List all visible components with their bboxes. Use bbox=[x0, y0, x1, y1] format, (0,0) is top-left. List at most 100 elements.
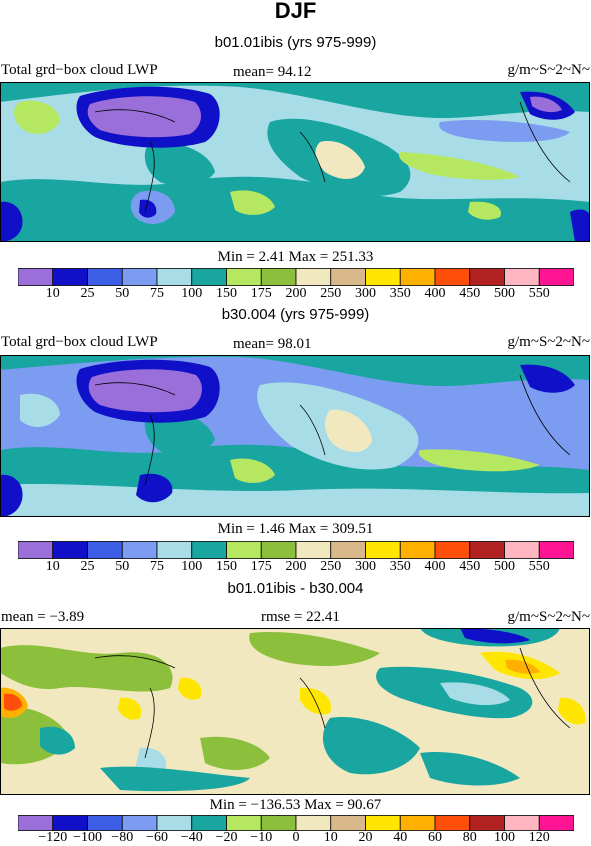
panel-2-colorbar-boxes bbox=[18, 541, 574, 559]
colorbar-box bbox=[18, 541, 54, 559]
colorbar-tick-label: 150 bbox=[216, 286, 237, 301]
panel-1-units-label: g/m~S~2~N~ bbox=[507, 62, 590, 78]
colorbar-box bbox=[469, 268, 505, 286]
colorbar-box bbox=[295, 268, 332, 286]
colorbar-box bbox=[87, 815, 123, 831]
colorbar-box bbox=[434, 541, 471, 559]
panel-3-units-label: g/m~S~2~N~ bbox=[507, 609, 590, 625]
colorbar-box bbox=[191, 268, 227, 286]
colorbar-box bbox=[399, 268, 436, 286]
colorbar-box bbox=[295, 541, 332, 559]
panel-3-mean-label: mean = −3.89 bbox=[1, 609, 85, 625]
colorbar-tick-label: −120 bbox=[38, 830, 68, 845]
colorbar-tick-label: 100 bbox=[181, 559, 203, 574]
colorbar-tick-label: −80 bbox=[111, 830, 134, 845]
panel-3-colorbar-ticks: −120 −100 −80 −60 −40 −20 −10 0 10 20 40 60 80 100 120 bbox=[18, 830, 574, 845]
colorbar-box bbox=[504, 268, 540, 286]
panel-2-map bbox=[0, 355, 590, 517]
colorbar-box bbox=[52, 268, 88, 286]
colorbar-box bbox=[121, 541, 158, 559]
colorbar-tick-label: 175 bbox=[250, 559, 272, 574]
panel-1-colorbar-ticks: 10 25 50 75 100 150 175 200 250 300 350 400 450 500 55… bbox=[18, 286, 574, 302]
panel-3-colorbar-boxes bbox=[18, 815, 574, 831]
colorbar-box bbox=[226, 541, 262, 559]
panel-3-colorbar bbox=[18, 815, 574, 831]
colorbar-tick-label: 0 bbox=[292, 830, 300, 845]
colorbar-tick-label: 350 bbox=[389, 559, 411, 574]
colorbar-box bbox=[365, 541, 401, 559]
panel-1-mean-label: mean= 94.12 bbox=[233, 64, 312, 80]
colorbar-tick-label: 50 bbox=[115, 286, 130, 301]
colorbar-box bbox=[295, 815, 332, 831]
colorbar-tick-label: 75 bbox=[150, 559, 164, 574]
colorbar-box bbox=[87, 541, 123, 559]
colorbar-tick-label: 10 bbox=[45, 559, 60, 574]
colorbar-box bbox=[504, 815, 540, 831]
panel-3-minmax: Min = −136.53 Max = 90.67 bbox=[209, 797, 382, 813]
colorbar-box bbox=[330, 541, 366, 559]
panel-1-colorbar-boxes bbox=[18, 268, 574, 286]
colorbar-box bbox=[469, 815, 505, 831]
colorbar-box bbox=[226, 268, 262, 286]
colorbar-box bbox=[121, 268, 158, 286]
colorbar-tick-label: 450 bbox=[459, 286, 481, 301]
colorbar-box bbox=[538, 541, 574, 559]
colorbar-box bbox=[434, 815, 471, 831]
colorbar-box bbox=[52, 541, 88, 559]
panel-1-minmax: Min = 2.41 Max = 251.33 bbox=[217, 249, 374, 265]
colorbar-tick-label: 550 bbox=[528, 286, 550, 301]
colorbar-box bbox=[156, 541, 193, 559]
colorbar-tick-label: 20 bbox=[358, 830, 373, 845]
colorbar-box bbox=[18, 268, 54, 286]
panel-2-mean-label: mean= 98.01 bbox=[233, 336, 312, 352]
panel-1-variable-label: Total grd−box cloud LWP bbox=[1, 62, 158, 78]
panel-2-colorbar bbox=[18, 541, 574, 559]
colorbar-box bbox=[330, 268, 366, 286]
colorbar-tick-label: 25 bbox=[80, 559, 95, 574]
colorbar-tick-label: 400 bbox=[424, 286, 446, 301]
colorbar-box bbox=[365, 815, 401, 831]
colorbar-tick-label: 300 bbox=[355, 286, 376, 301]
colorbar-tick-label: 60 bbox=[428, 830, 442, 845]
colorbar-tick-label: −20 bbox=[215, 830, 238, 845]
colorbar-tick-label: −10 bbox=[250, 830, 273, 845]
colorbar-tick-label: 100 bbox=[181, 286, 203, 301]
panel-1-colorbar bbox=[18, 268, 574, 286]
panel-2-variable-label: Total grd−box cloud LWP bbox=[1, 334, 158, 350]
panel-2-minmax: Min = 1.46 Max = 309.51 bbox=[217, 521, 374, 537]
colorbar-tick-label: 40 bbox=[393, 830, 408, 845]
colorbar-tick-label: 250 bbox=[320, 559, 342, 574]
colorbar-tick-label: 300 bbox=[355, 559, 376, 574]
colorbar-tick-label: −60 bbox=[146, 830, 168, 845]
panel-2-units-label: g/m~S~2~N~ bbox=[507, 334, 590, 350]
colorbar-box bbox=[330, 815, 366, 831]
colorbar-tick-label: 350 bbox=[389, 286, 411, 301]
colorbar-tick-label: 150 bbox=[216, 559, 237, 574]
colorbar-box bbox=[399, 541, 436, 559]
colorbar-tick-label: 50 bbox=[115, 559, 130, 574]
colorbar-box bbox=[260, 541, 297, 559]
panel-3-map bbox=[0, 628, 590, 795]
colorbar-box bbox=[52, 815, 88, 831]
colorbar-box bbox=[121, 815, 158, 831]
colorbar-box bbox=[191, 815, 227, 831]
colorbar-tick-label: 75 bbox=[150, 286, 164, 301]
panel-1-title: b01.01ibis (yrs 975-999) bbox=[214, 34, 377, 51]
colorbar-box bbox=[260, 815, 297, 831]
colorbar-tick-label: 25 bbox=[80, 286, 95, 301]
colorbar-tick-label: 450 bbox=[459, 559, 481, 574]
panel-2-colorbar-ticks: 10 25 50 75 100 150 175 200 250 300 350 400 450 500 55… bbox=[18, 559, 574, 575]
colorbar-box bbox=[469, 541, 505, 559]
colorbar-box bbox=[18, 815, 54, 831]
colorbar-tick-label: 100 bbox=[494, 830, 515, 845]
page-title: DJF bbox=[274, 0, 317, 23]
colorbar-box bbox=[399, 815, 436, 831]
colorbar-box bbox=[226, 815, 262, 831]
colorbar-tick-label: 120 bbox=[528, 830, 550, 845]
colorbar-tick-label: 250 bbox=[320, 286, 342, 301]
panel-2-title: b30.004 (yrs 975-999) bbox=[221, 306, 370, 323]
colorbar-tick-label: 400 bbox=[424, 559, 446, 574]
panel-3-title: b01.01ibis - b30.004 bbox=[227, 580, 364, 597]
colorbar-box bbox=[434, 268, 471, 286]
colorbar-tick-label: 175 bbox=[250, 286, 272, 301]
